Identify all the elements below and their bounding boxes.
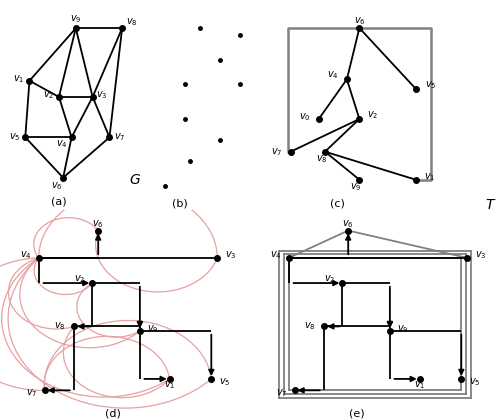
Text: $v_{9}$: $v_{9}$ bbox=[70, 13, 82, 25]
Text: $v_{3}$: $v_{3}$ bbox=[474, 249, 486, 261]
Text: $T$: $T$ bbox=[485, 198, 496, 213]
Text: $v_{6}$: $v_{6}$ bbox=[92, 218, 104, 230]
Text: $v_{1}$: $v_{1}$ bbox=[164, 379, 175, 391]
Text: $v_{4}$: $v_{4}$ bbox=[270, 249, 281, 261]
Text: $v_{4}$: $v_{4}$ bbox=[20, 249, 32, 261]
Text: (b): (b) bbox=[172, 198, 188, 208]
Text: $v_{1}$: $v_{1}$ bbox=[424, 171, 435, 183]
Text: $v_{7}$: $v_{7}$ bbox=[114, 131, 126, 143]
Text: $v_{8}$: $v_{8}$ bbox=[316, 153, 328, 165]
Text: (a): (a) bbox=[51, 197, 67, 207]
Text: $v_{9}$: $v_{9}$ bbox=[147, 323, 158, 335]
Text: $v_{1}$: $v_{1}$ bbox=[14, 73, 24, 85]
Text: $v_{4}$: $v_{4}$ bbox=[328, 69, 339, 81]
Text: $v_{6}$: $v_{6}$ bbox=[354, 15, 365, 27]
Text: $v_{2}$: $v_{2}$ bbox=[74, 273, 85, 285]
Text: $v_{2}$: $v_{2}$ bbox=[43, 89, 54, 101]
Text: $v_{8}$: $v_{8}$ bbox=[126, 16, 137, 28]
Text: $v_{6}$: $v_{6}$ bbox=[342, 218, 354, 230]
Text: $v_{7}$: $v_{7}$ bbox=[276, 388, 287, 399]
Text: $v_{8}$: $v_{8}$ bbox=[304, 320, 316, 332]
Text: $v_{5}$: $v_{5}$ bbox=[468, 376, 480, 388]
Text: $v_{9}$: $v_{9}$ bbox=[350, 181, 362, 192]
Text: $v_{4}$: $v_{4}$ bbox=[56, 139, 68, 150]
Text: (d): (d) bbox=[105, 408, 121, 418]
Text: $v_{3}$: $v_{3}$ bbox=[224, 249, 236, 261]
Text: (e): (e) bbox=[350, 408, 365, 418]
Text: $v_{8}$: $v_{8}$ bbox=[54, 320, 66, 332]
Text: $v_{3}$: $v_{3}$ bbox=[96, 89, 108, 101]
Text: $v_{6}$: $v_{6}$ bbox=[51, 181, 62, 192]
Text: $v_{2}$: $v_{2}$ bbox=[324, 273, 335, 285]
Text: $v_{7}$: $v_{7}$ bbox=[271, 146, 282, 158]
Text: $v_{2}$: $v_{2}$ bbox=[368, 109, 379, 121]
Text: (c): (c) bbox=[330, 198, 345, 208]
Text: $v_{7}$: $v_{7}$ bbox=[26, 388, 38, 399]
Text: $v_{1}$: $v_{1}$ bbox=[414, 379, 426, 391]
Text: $G$: $G$ bbox=[128, 173, 141, 187]
Text: $v_{9}$: $v_{9}$ bbox=[397, 323, 408, 335]
Text: $v_{5}$: $v_{5}$ bbox=[426, 79, 437, 91]
Text: $v_{0}$: $v_{0}$ bbox=[299, 111, 311, 123]
Text: $v_{5}$: $v_{5}$ bbox=[9, 131, 20, 143]
Text: $v_{5}$: $v_{5}$ bbox=[218, 376, 230, 388]
